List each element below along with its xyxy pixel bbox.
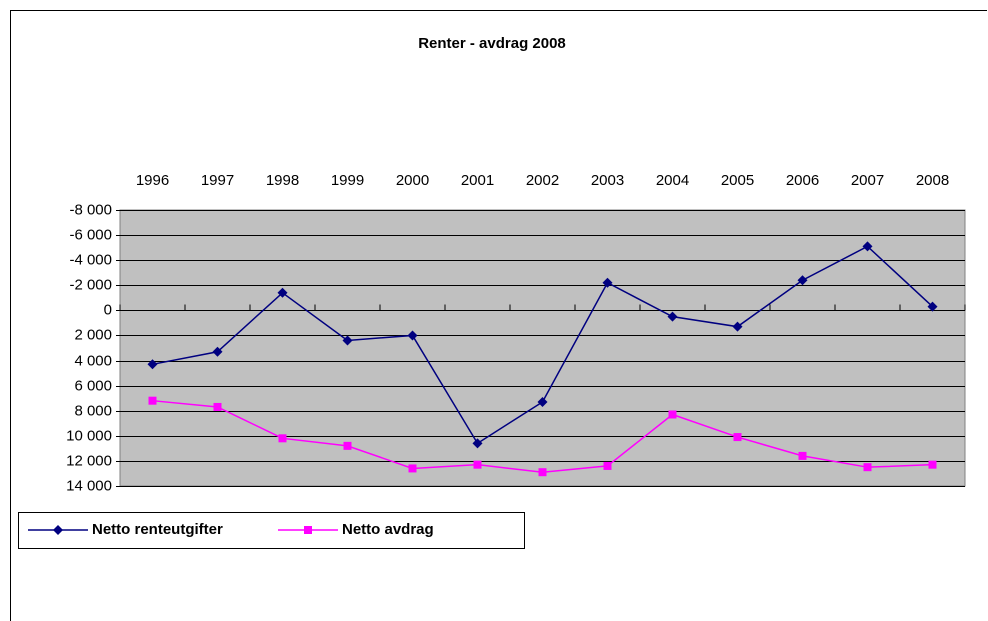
- marker: [342, 335, 353, 346]
- marker: [798, 451, 807, 460]
- marker: [862, 241, 873, 252]
- marker: [732, 321, 743, 332]
- legend-label: Netto avdrag: [342, 521, 434, 538]
- y-tick-label: 2 000: [74, 326, 112, 343]
- y-tick-label: 6 000: [74, 377, 112, 394]
- marker: [277, 287, 288, 298]
- y-tick-label: 10 000: [66, 427, 112, 444]
- x-tick-label: 2005: [721, 172, 754, 189]
- marker: [473, 460, 482, 469]
- marker: [667, 311, 678, 322]
- marker: [408, 464, 417, 473]
- y-tick-label: 8 000: [74, 402, 112, 419]
- y-tick-label: -6 000: [69, 226, 112, 243]
- marker: [148, 396, 157, 405]
- y-tick-label: -2 000: [69, 276, 112, 293]
- x-tick-label: 2007: [851, 172, 884, 189]
- y-tick-label: -4 000: [69, 251, 112, 268]
- x-tick-label: 2001: [461, 172, 494, 189]
- y-tick-label: -8 000: [69, 201, 112, 218]
- x-tick-label: 2004: [656, 172, 689, 189]
- x-tick-label: 1998: [266, 172, 299, 189]
- marker: [733, 433, 742, 442]
- marker: [147, 359, 158, 370]
- x-tick-label: 1996: [136, 172, 169, 189]
- chart-title: Renter - avdrag 2008: [418, 35, 566, 52]
- x-tick-label: 1997: [201, 172, 234, 189]
- marker: [472, 438, 483, 449]
- y-tick-label: 0: [104, 301, 112, 318]
- marker: [538, 468, 547, 477]
- legend-label: Netto renteutgifter: [92, 521, 223, 538]
- x-tick-label: 2002: [526, 172, 559, 189]
- y-tick-label: 14 000: [66, 477, 112, 494]
- marker: [602, 277, 613, 288]
- x-tick-label: 2006: [786, 172, 819, 189]
- marker: [304, 526, 312, 534]
- marker: [668, 410, 677, 419]
- marker: [212, 346, 223, 357]
- marker: [537, 396, 548, 407]
- x-tick-label: 2003: [591, 172, 624, 189]
- x-tick-label: 2000: [396, 172, 429, 189]
- x-tick-label: 2008: [916, 172, 949, 189]
- x-tick-label: 1999: [331, 172, 364, 189]
- marker: [603, 461, 612, 470]
- marker: [927, 301, 938, 312]
- marker: [407, 330, 418, 341]
- legend: [18, 512, 525, 549]
- marker: [797, 275, 808, 286]
- marker: [343, 441, 352, 450]
- chart-frame: [10, 10, 987, 621]
- y-tick-label: 12 000: [66, 452, 112, 469]
- marker: [863, 463, 872, 472]
- plot-area: [119, 209, 966, 487]
- marker: [213, 402, 222, 411]
- marker: [53, 525, 63, 535]
- marker: [278, 434, 287, 443]
- marker: [928, 460, 937, 469]
- y-tick-label: 4 000: [74, 352, 112, 369]
